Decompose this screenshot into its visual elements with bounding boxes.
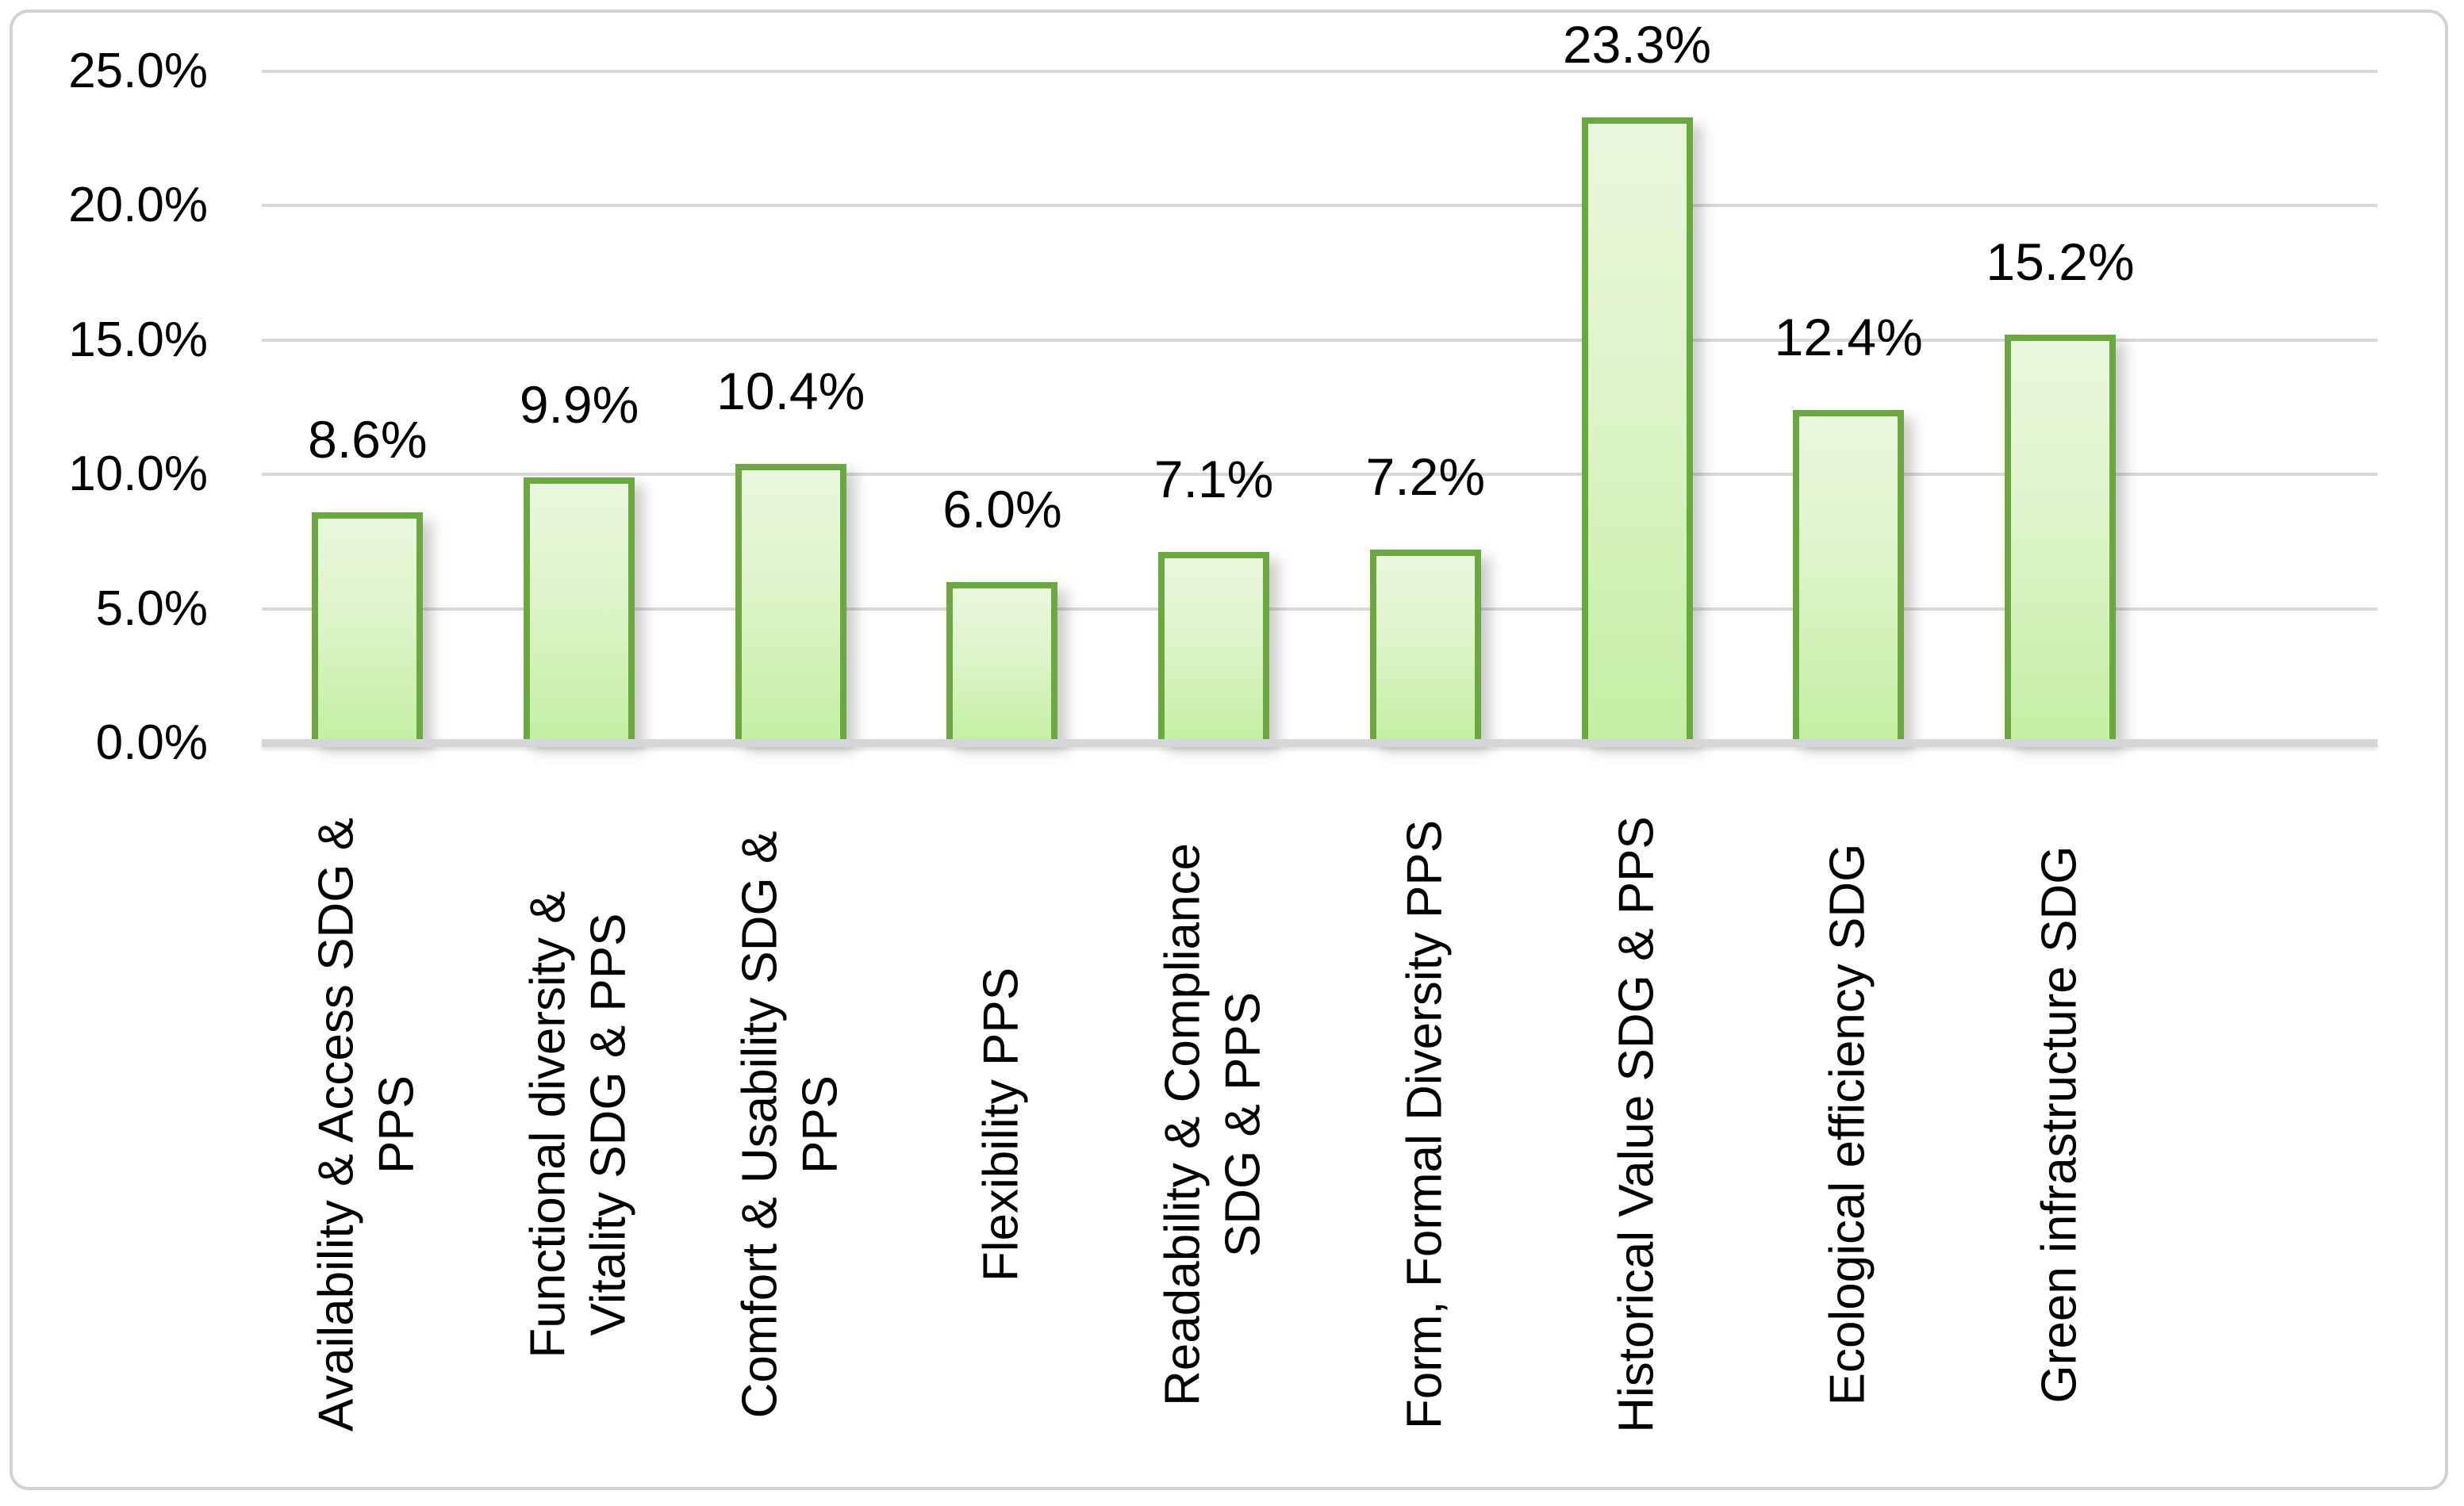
data-label: 6.0% — [942, 479, 1062, 538]
category-label: Flexibility PPS — [896, 760, 1108, 1489]
category-label-line: Functional diversity & — [521, 891, 577, 1358]
category-label-text: Historical Value SDG & PPS — [1531, 760, 1743, 1489]
data-label: 8.6% — [308, 409, 428, 469]
category-label: Form, Formal Diversity PPS — [1320, 760, 1532, 1489]
category-label-line: Green infrastructure SDG — [2032, 845, 2087, 1404]
data-label: 7.2% — [1365, 447, 1486, 507]
category-label-line: Readability & Compliance — [1156, 843, 1211, 1406]
gridline-5 — [262, 607, 2378, 611]
data-label: 15.2% — [1986, 232, 2135, 292]
category-label-line: Historical Value SDG & PPS — [1609, 816, 1664, 1433]
bar-3 — [735, 463, 846, 743]
bar-8 — [1793, 409, 1905, 743]
gridline-25 — [262, 70, 2378, 73]
chart-frame — [10, 10, 2448, 1490]
bar-5 — [1158, 552, 1270, 743]
category-label-text: Availability & Access SDG & PPS — [262, 760, 474, 1489]
x-axis-line — [262, 739, 2378, 747]
gridline-10 — [262, 473, 2378, 477]
category-label-text: Flexibility PPS — [896, 760, 1108, 1489]
bar-6 — [1369, 550, 1481, 743]
data-label: 7.1% — [1153, 450, 1274, 509]
bar-7 — [1581, 117, 1693, 743]
bar-4 — [946, 581, 1058, 743]
category-label-line: Vitality SDG & PPS — [581, 913, 637, 1336]
category-label: Availability & Access SDG & PPS — [262, 760, 474, 1489]
category-label: Green infrastructure SDG — [1955, 760, 2167, 1489]
category-label: Ecological efficiency SDG — [1743, 760, 1955, 1489]
data-label: 12.4% — [1774, 307, 1923, 366]
category-label: Historical Value SDG & PPS — [1531, 760, 1743, 1489]
category-label-line: Ecological efficiency SDG — [1821, 843, 1876, 1406]
category-label-line: PPS — [793, 1075, 848, 1175]
gridline-20 — [262, 204, 2378, 208]
y-tick-label: 0.0% — [95, 715, 208, 770]
category-label-text: Ecological efficiency SDG — [1743, 760, 1955, 1489]
category-label-line: Comfort & Usability SDG & — [732, 830, 788, 1419]
bar-9 — [2004, 335, 2116, 743]
y-tick-label: 10.0% — [68, 446, 208, 502]
category-label-text: Comfort & Usability SDG & PPS — [685, 760, 896, 1489]
y-tick-label: 5.0% — [95, 581, 208, 636]
category-label-text: Green infrastructure SDG — [1955, 760, 2167, 1489]
category-label-line: Availability & Access SDG & — [309, 817, 365, 1432]
y-tick-label: 15.0% — [68, 312, 208, 367]
gridline-15 — [262, 338, 2378, 342]
data-label: 10.4% — [716, 361, 865, 420]
category-label-line: PPS — [370, 1075, 425, 1175]
y-tick-label: 25.0% — [68, 44, 208, 98]
category-label: Comfort & Usability SDG & PPS — [685, 760, 896, 1489]
category-label-line: Flexibility PPS — [974, 967, 1030, 1282]
data-label: 23.3% — [1562, 14, 1712, 74]
y-tick-label: 20.0% — [68, 178, 208, 233]
bar-2 — [524, 477, 635, 743]
category-label-text: Readability & Compliance SDG & PPS — [1108, 760, 1320, 1489]
category-label-text: Functional diversity & Vitality SDG & PPS — [474, 760, 685, 1489]
category-label: Functional diversity & Vitality SDG & PPS — [474, 760, 685, 1489]
category-label-line: Form, Formal Diversity PPS — [1397, 819, 1453, 1430]
data-label: 9.9% — [519, 374, 639, 434]
category-label-text: Form, Formal Diversity PPS — [1320, 760, 1532, 1489]
category-label-line: SDG & PPS — [1216, 991, 1272, 1258]
bar-1 — [312, 512, 424, 743]
category-label: Readability & Compliance SDG & PPS — [1108, 760, 1320, 1489]
